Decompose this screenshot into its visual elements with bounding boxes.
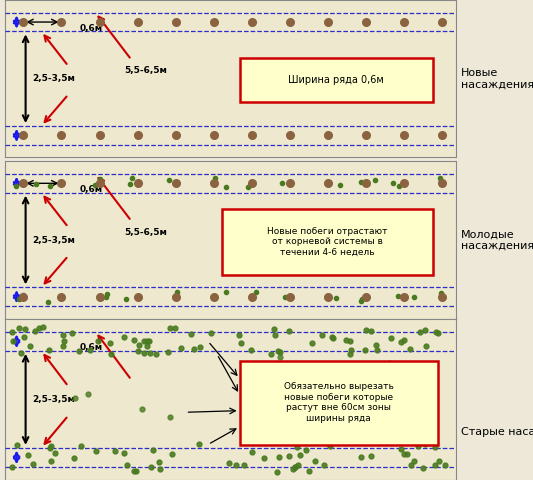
Text: 5,5-6,5м: 5,5-6,5м xyxy=(125,66,167,75)
Text: Новые
насаждения: Новые насаждения xyxy=(461,68,533,89)
FancyBboxPatch shape xyxy=(239,58,433,102)
Text: Обязательно вырезать
новые побеги которые
растут вне 60см зоны
ширины ряда: Обязательно вырезать новые побеги которы… xyxy=(284,383,393,423)
Text: 0,6м: 0,6м xyxy=(79,24,103,33)
Text: 2,5-3,5м: 2,5-3,5м xyxy=(33,395,75,404)
Text: Ширина ряда 0,6м: Ширина ряда 0,6м xyxy=(288,75,384,85)
Text: 0,6м: 0,6м xyxy=(79,185,103,194)
Text: 2,5-3,5м: 2,5-3,5м xyxy=(33,74,75,83)
FancyBboxPatch shape xyxy=(222,208,433,275)
Text: 2,5-3,5м: 2,5-3,5м xyxy=(33,236,75,244)
Text: 5,5-6,5м: 5,5-6,5м xyxy=(125,228,167,237)
Text: Новые побеги отрастают
от корневой системы в
течении 4-6 недель: Новые побеги отрастают от корневой систе… xyxy=(267,227,387,256)
FancyBboxPatch shape xyxy=(239,360,438,444)
Text: 0,6м: 0,6м xyxy=(79,343,103,352)
Text: Молодые
насаждения: Молодые насаждения xyxy=(461,229,533,251)
Text: Старые насаждения: Старые насаждения xyxy=(461,427,533,437)
